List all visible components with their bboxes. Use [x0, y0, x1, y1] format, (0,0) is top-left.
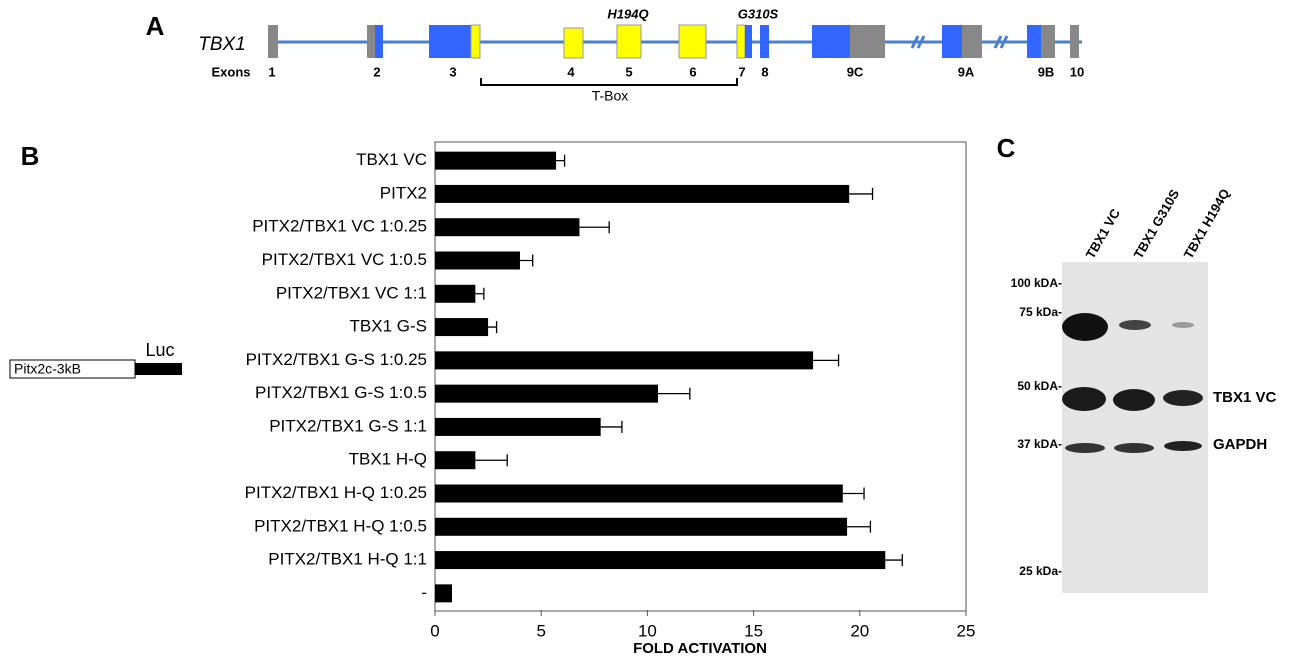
reporter-box [135, 363, 182, 375]
error-bar [847, 521, 870, 533]
exon-label: 6 [689, 64, 696, 79]
exon-label: 10 [1070, 64, 1084, 79]
bar [435, 418, 601, 436]
bar [435, 285, 475, 303]
marker-label: 25 kDa- [1019, 564, 1062, 578]
bar [435, 252, 520, 270]
page: A TBX1 Exons 1 2 3 4 5 6 7 8 9C 9A 9B 10… [0, 0, 1289, 658]
panel-label: A [146, 11, 165, 41]
lane-label: TBX1 VC [1083, 206, 1124, 262]
error-bar [488, 321, 496, 333]
y-tick-label: PITX2/TBX1 H-Q 1:0.25 [245, 483, 427, 502]
y-tick-label: TBX1 G-S [350, 317, 427, 336]
y-tick-label: PITX2/TBX1 H-Q 1:0.5 [254, 516, 427, 535]
x-axis-title: FOLD ACTIVATION [633, 640, 767, 657]
y-tick-label: TBX1 H-Q [349, 450, 427, 469]
x-tick-label: 0 [430, 621, 439, 640]
bar [435, 152, 556, 170]
exon-label: 1 [268, 64, 275, 79]
promoter-label: Pitx2c-3kB [14, 361, 81, 377]
error-bar [813, 354, 838, 366]
y-tick-label: PITX2/TBX1 G-S 1:0.5 [255, 383, 427, 402]
y-tick-label: - [421, 583, 427, 602]
x-tick-label: 5 [536, 621, 545, 640]
marker-label: 50 kDA- [1017, 379, 1062, 393]
bar [435, 451, 475, 469]
y-tick-label: TBX1 VC [356, 150, 427, 169]
figure: A TBX1 Exons 1 2 3 4 5 6 7 8 9C 9A 9B 10… [0, 0, 1289, 658]
exon-label: 5 [625, 64, 632, 79]
mutation-label: G310S [738, 6, 779, 21]
x-tick-label: 10 [638, 621, 657, 640]
exon-label: 9C [847, 64, 864, 79]
y-tick-label: PITX2/TBX1 H-Q 1:1 [268, 550, 427, 569]
exon-label: 2 [373, 64, 380, 79]
exon-label: 9B [1038, 64, 1055, 79]
lane-label: TBX1 H194Q [1181, 186, 1233, 261]
marker-label: 100 kDA- [1011, 276, 1062, 290]
error-bar [520, 255, 533, 267]
error-bar [601, 421, 622, 433]
bar [435, 485, 843, 503]
x-tick-label: 15 [744, 621, 763, 640]
gene-name: TBX1 [198, 34, 246, 55]
y-tick-label: PITX2/TBX1 G-S 1:0.25 [246, 350, 427, 369]
error-bar [658, 388, 690, 400]
band-label: GAPDH [1213, 436, 1267, 453]
bar [435, 318, 488, 336]
panel-label: C [997, 133, 1016, 163]
band-label: TBX1 VC [1213, 389, 1277, 406]
error-bar [556, 155, 564, 167]
error-bar [475, 454, 507, 466]
y-tick-label: PITX2/TBX1 VC 1:0.25 [252, 217, 427, 236]
x-tick-label: 20 [850, 621, 869, 640]
exon-label: 3 [449, 64, 456, 79]
y-tick-label: PITX2/TBX1 VC 1:0.5 [262, 250, 427, 269]
exon-label: 8 [761, 64, 768, 79]
error-bar [843, 488, 864, 500]
y-tick-label: PITX2/TBX1 VC 1:1 [276, 283, 427, 302]
bar [435, 518, 847, 536]
error-bar [475, 288, 483, 300]
error-bar [579, 221, 609, 233]
bar [435, 185, 849, 203]
x-tick-label: 25 [957, 621, 976, 640]
bar [435, 385, 658, 403]
error-bar [885, 554, 902, 566]
domain-label: T-Box [592, 88, 629, 104]
bar [435, 218, 579, 236]
panel-label: B [21, 141, 40, 171]
exon-label: 4 [567, 64, 575, 79]
plot-frame [435, 142, 966, 611]
error-bar [849, 188, 872, 200]
bar [435, 351, 813, 369]
marker-label: 75 kDa- [1019, 305, 1062, 319]
y-tick-label: PITX2 [380, 183, 427, 202]
blot-image [1062, 262, 1208, 593]
bar [435, 551, 885, 569]
bar [435, 584, 452, 602]
reporter-label: Luc [145, 340, 174, 360]
mutation-label: H194Q [607, 6, 648, 21]
lane-label: TBX1 G310S [1131, 186, 1183, 261]
exons-label: Exons [211, 64, 250, 79]
marker-label: 37 kDA- [1017, 437, 1062, 451]
exon-label: 7 [738, 64, 745, 79]
exon-label: 9A [958, 64, 975, 79]
y-tick-label: PITX2/TBX1 G-S 1:1 [269, 416, 427, 435]
